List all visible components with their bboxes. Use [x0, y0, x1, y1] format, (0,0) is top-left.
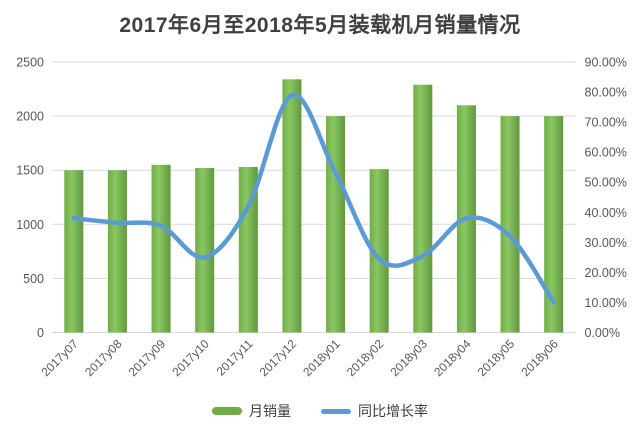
right-axis-tick: 60.00% — [585, 146, 627, 160]
right-axis-tick: 20.00% — [585, 266, 627, 280]
bar-series-swatch-icon — [212, 407, 242, 415]
left-axis-tick: 1500 — [16, 164, 44, 178]
bar-2017y08 — [107, 170, 127, 333]
left-axis-tick: 2000 — [16, 110, 44, 124]
bar-2018y06 — [544, 116, 564, 333]
x-axis-tick: 2018y01 — [300, 336, 343, 379]
right-axis-tick: 0.00% — [585, 326, 620, 340]
bar-2017y09 — [151, 164, 171, 333]
x-axis-tick: 2018y06 — [518, 336, 561, 379]
bar-2017y11 — [238, 166, 258, 333]
x-axis-tick: 2017y11 — [214, 336, 256, 378]
chart-title: 2017年6月至2018年5月装载机月销量情况 — [119, 14, 521, 37]
left-axis-tick: 2500 — [16, 56, 44, 70]
growth-rate-line — [71, 92, 556, 305]
legend-label-sales: 月销量 — [249, 403, 291, 419]
left-axis-tick: 1000 — [16, 218, 44, 232]
x-axis-tick: 2017y09 — [126, 336, 169, 379]
right-axis-tick: 10.00% — [585, 296, 627, 310]
bar-2017y12 — [282, 79, 302, 333]
bar-2017y10 — [195, 168, 215, 333]
right-axis-tick: 30.00% — [585, 236, 627, 250]
line-series-swatch-icon — [321, 408, 351, 414]
x-axis-tick: 2018y04 — [431, 336, 474, 379]
x-axis-tick: 2018y02 — [344, 336, 387, 379]
bar-2018y01 — [326, 116, 346, 333]
right-axis-tick: 50.00% — [585, 176, 627, 190]
bar-2018y03 — [413, 84, 433, 333]
x-axis-tick: 2017y08 — [82, 336, 125, 379]
right-axis-tick: 90.00% — [585, 56, 627, 70]
x-axis-tick: 2017y07 — [38, 336, 81, 379]
right-axis-tick: 40.00% — [585, 206, 627, 220]
bar-2017y07 — [64, 170, 84, 333]
chart-legend: 月销量 同比增长率 — [0, 401, 640, 421]
legend-item-growth: 同比增长率 — [321, 401, 428, 421]
chart-plot-area: 0 500 1000 1500 2000 2500 0.00% 10.00% 20.00% 30.… — [16, 56, 627, 380]
x-axis-tick: 2018y03 — [387, 336, 430, 379]
right-axis-tick: 80.00% — [585, 86, 627, 100]
x-axis-tick: 2017y12 — [257, 336, 300, 379]
left-axis-tick: 500 — [23, 272, 44, 286]
right-axis-tick: 70.00% — [585, 116, 627, 130]
bar-2018y02 — [369, 169, 389, 333]
x-axis-tick: 2017y10 — [169, 336, 212, 379]
legend-item-sales: 月销量 — [212, 401, 291, 421]
legend-label-growth: 同比增长率 — [358, 403, 428, 419]
left-axis-tick: 0 — [37, 326, 44, 340]
x-axis-tick: 2018y05 — [475, 336, 518, 379]
bar-2018y05 — [500, 116, 520, 333]
